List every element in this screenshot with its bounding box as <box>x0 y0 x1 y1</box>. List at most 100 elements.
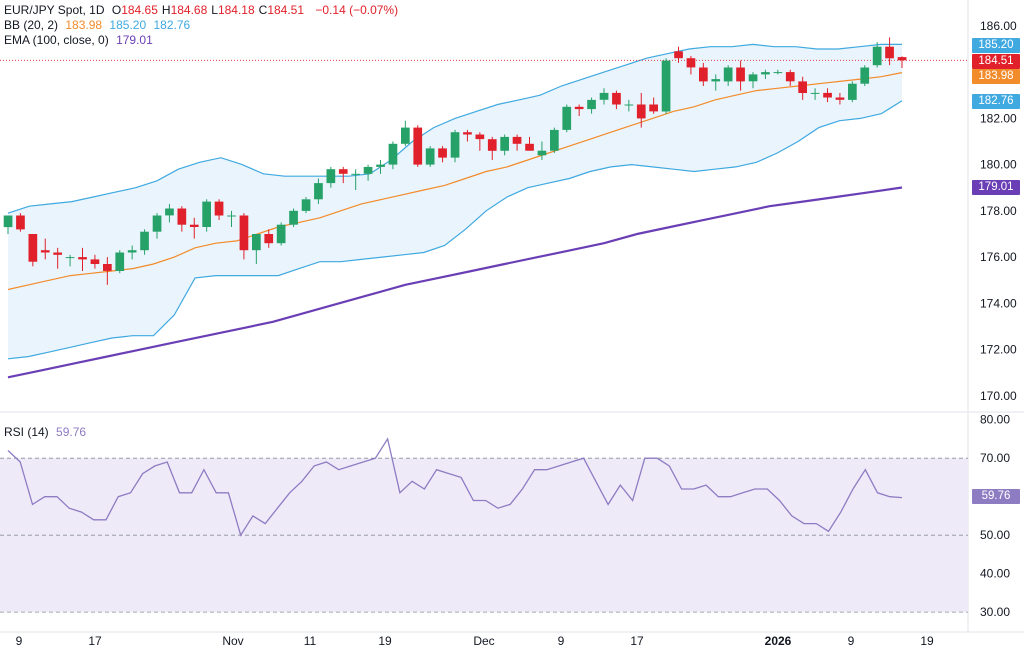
price-tick-label: 180.00 <box>980 158 1017 172</box>
candle <box>574 104 584 117</box>
candle-body <box>686 58 696 68</box>
candle-body <box>624 104 634 106</box>
time-tick-label: Nov <box>222 634 243 648</box>
candle <box>90 254 100 269</box>
price-tick-label: 182.00 <box>980 111 1017 125</box>
candle <box>16 213 25 232</box>
candle-body <box>115 252 125 271</box>
candle <box>165 203 174 223</box>
candle-body <box>152 215 162 232</box>
candle <box>761 69 770 80</box>
candle <box>314 178 323 204</box>
candle-body <box>475 134 485 140</box>
candle <box>413 125 423 167</box>
candle <box>885 37 894 66</box>
time-tick-label: 9 <box>848 634 855 648</box>
rsi-tick-label: 40.00 <box>980 567 1010 581</box>
bb-label: BB (20, 2) <box>4 18 59 32</box>
candle <box>612 90 621 110</box>
candle-body <box>16 215 25 230</box>
candle-body <box>401 127 410 144</box>
candle-body <box>363 166 373 174</box>
candle <box>326 166 336 188</box>
candle-body <box>326 169 336 184</box>
time-tick-label: 19 <box>378 634 392 648</box>
time-axis: 9 17 Nov 11 19 Dec 9 17 2026 9 19 <box>16 634 934 648</box>
candle <box>897 56 907 68</box>
candle-body <box>301 199 311 211</box>
candle-body <box>649 104 658 112</box>
candle <box>252 233 261 265</box>
candle <box>550 127 559 154</box>
ohlc-key-l: L <box>211 3 218 17</box>
time-tick-label: 9 <box>16 634 23 648</box>
rsi-label: RSI (14) <box>4 425 49 439</box>
line-basis <box>7 72 903 291</box>
rsi-tick-label: 80.00 <box>980 413 1010 427</box>
candle <box>500 134 509 156</box>
bb-basis-value: 183.98 <box>65 18 103 32</box>
candle-body <box>90 259 100 264</box>
rsi-tick-label: 50.00 <box>980 528 1010 542</box>
line-upper <box>7 43 902 214</box>
candle <box>202 199 211 232</box>
candle <box>450 129 460 163</box>
candle <box>537 141 547 160</box>
price-tick-label: 170.00 <box>980 389 1017 403</box>
ohlc-key-c: C <box>258 3 268 17</box>
candle <box>227 210 236 228</box>
candle-body <box>289 210 298 225</box>
candle <box>463 129 472 142</box>
candle-body <box>40 250 50 253</box>
ema-legend: EMA (100, close, 0) 179.01 <box>4 33 157 47</box>
candle <box>3 215 13 234</box>
candle-body <box>376 164 385 167</box>
candle-body <box>227 215 236 217</box>
candle <box>512 134 522 151</box>
bb-lower-tag: 182.76 <box>972 94 1020 109</box>
candle <box>823 88 832 103</box>
price-axis: 186.00184.00182.00180.00178.00176.00174.… <box>980 19 1017 619</box>
candle <box>438 146 447 163</box>
ohlc-value-l: 184.18 <box>217 3 255 17</box>
candle <box>140 229 149 255</box>
bb-legend: BB (20, 2) 183.98 185.20 182.76 <box>4 18 194 32</box>
candle-body <box>252 234 261 251</box>
candle-body <box>425 148 435 165</box>
candle-body <box>848 83 857 100</box>
candle <box>53 247 62 269</box>
candle-body <box>65 257 75 259</box>
candle-body <box>699 67 708 82</box>
candle <box>785 69 795 86</box>
candle-body <box>823 92 832 98</box>
ema-label: EMA (100, close, 0) <box>4 33 109 47</box>
candle <box>723 65 733 86</box>
candle <box>264 229 274 248</box>
candle-body <box>314 183 323 200</box>
candle-body <box>450 132 460 158</box>
candle-body <box>3 215 13 228</box>
candle-body <box>127 250 137 253</box>
candle <box>773 69 783 75</box>
candle-body <box>202 201 211 227</box>
candle <box>214 199 224 221</box>
candle <box>699 62 708 86</box>
candle-body <box>189 224 199 227</box>
candle-body <box>165 208 174 216</box>
ohlc-value-h: 184.68 <box>170 3 208 17</box>
candle-body <box>636 104 646 119</box>
candle-body <box>103 264 112 271</box>
symbol-legend: EUR/JPY Spot, 1D O184.65 H184.68 L184.18 C1… <box>4 3 402 17</box>
line-lower <box>7 100 903 360</box>
candle <box>599 88 609 105</box>
candle <box>525 136 534 151</box>
candle <box>388 141 398 170</box>
candle-body <box>574 106 584 110</box>
line-ema <box>7 186 903 379</box>
bb-upper-value: 185.20 <box>109 18 147 32</box>
candle <box>152 213 162 239</box>
candle <box>736 60 745 91</box>
price-tick-label: 186.00 <box>980 19 1017 33</box>
candle-body <box>500 136 509 151</box>
